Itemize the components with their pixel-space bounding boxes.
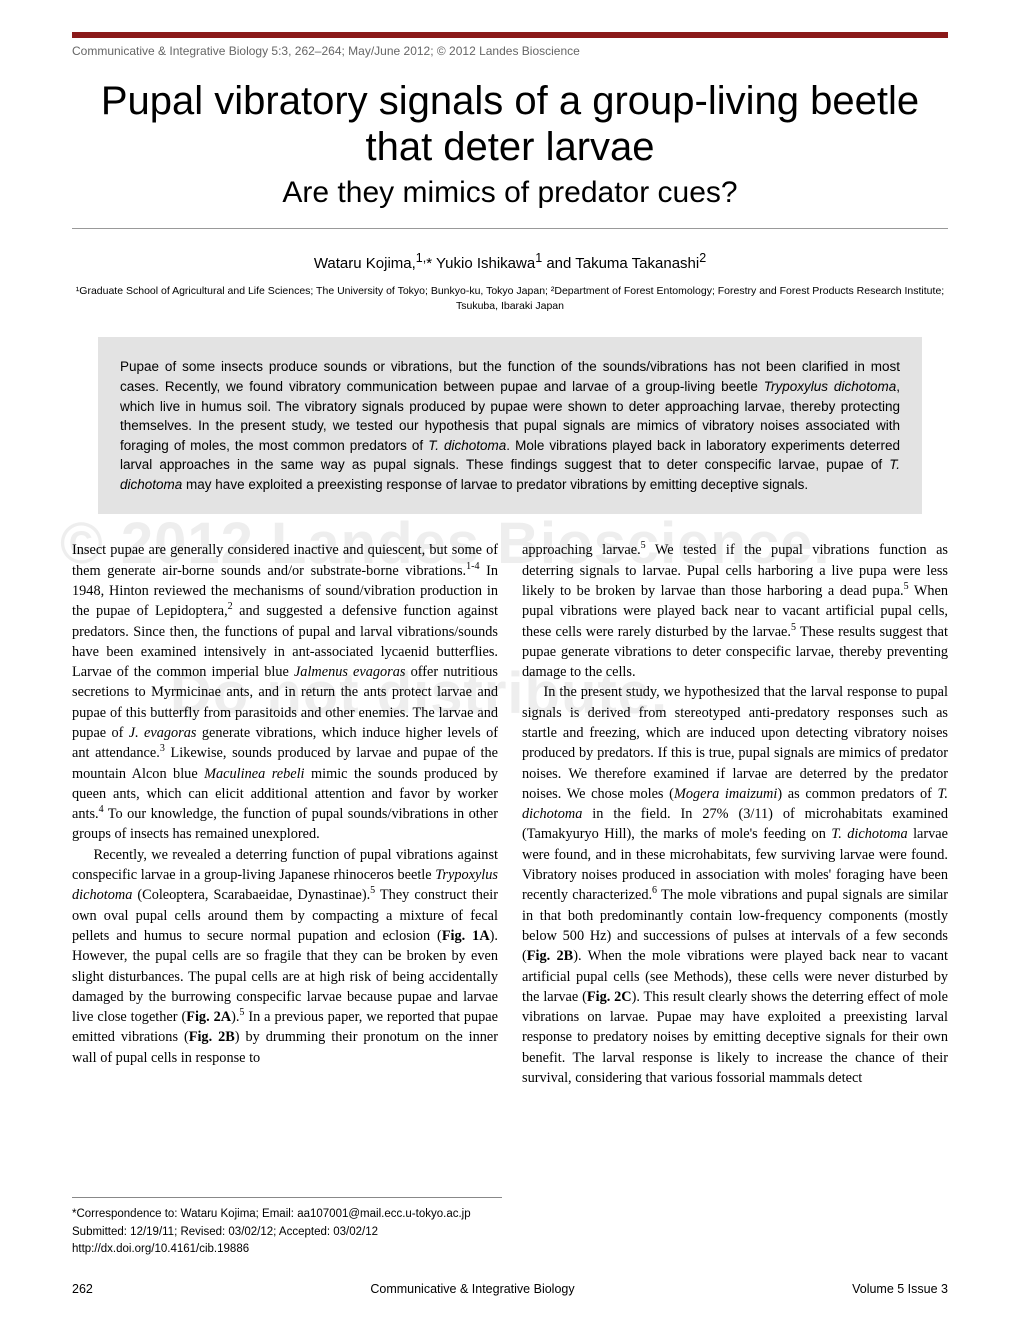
- title-line-2: that deter larvae: [365, 125, 654, 169]
- page-footer: 262 Volume 5 Issue 3 Communicative & Int…: [72, 1282, 948, 1296]
- title-line-1: Pupal vibratory signals of a group-livin…: [101, 79, 919, 123]
- submitted-line: Submitted: 12/19/11; Revised: 03/02/12; …: [72, 1224, 502, 1241]
- body-para: Insect pupae are generally considered in…: [72, 540, 498, 844]
- correspondence-block: *Correspondence to: Wataru Kojima; Email…: [72, 1197, 502, 1258]
- journal-meta-line: Communicative & Integrative Biology 5:3,…: [72, 44, 948, 58]
- body-para: approaching larvae.5 We tested if the pu…: [522, 540, 948, 682]
- body-para: Recently, we revealed a deterring functi…: [72, 845, 498, 1068]
- authors: Wataru Kojima,1,* Yukio Ishikawa1 and Ta…: [72, 251, 948, 272]
- page-number: 262: [72, 1282, 93, 1296]
- article-subtitle: Are they mimics of predator cues?: [72, 176, 948, 210]
- body-columns: Insect pupae are generally considered in…: [72, 540, 948, 1088]
- doi-line: http://dx.doi.org/10.4161/cib.19886: [72, 1241, 502, 1258]
- footer-journal-name: Communicative & Integrative Biology: [72, 1282, 948, 1296]
- accent-bar: [72, 32, 948, 38]
- volume-issue: Volume 5 Issue 3: [852, 1282, 948, 1296]
- article-title: Pupal vibratory signals of a group-livin…: [72, 78, 948, 170]
- correspondence-line: *Correspondence to: Wataru Kojima; Email…: [72, 1206, 502, 1223]
- page: Communicative & Integrative Biology 5:3,…: [0, 0, 1020, 1320]
- body-para: In the present study, we hypothesized th…: [522, 682, 948, 1088]
- abstract: Pupae of some insects produce sounds or …: [98, 337, 922, 514]
- affiliations: ¹Graduate School of Agricultural and Lif…: [72, 284, 948, 313]
- rule-top: [72, 228, 948, 229]
